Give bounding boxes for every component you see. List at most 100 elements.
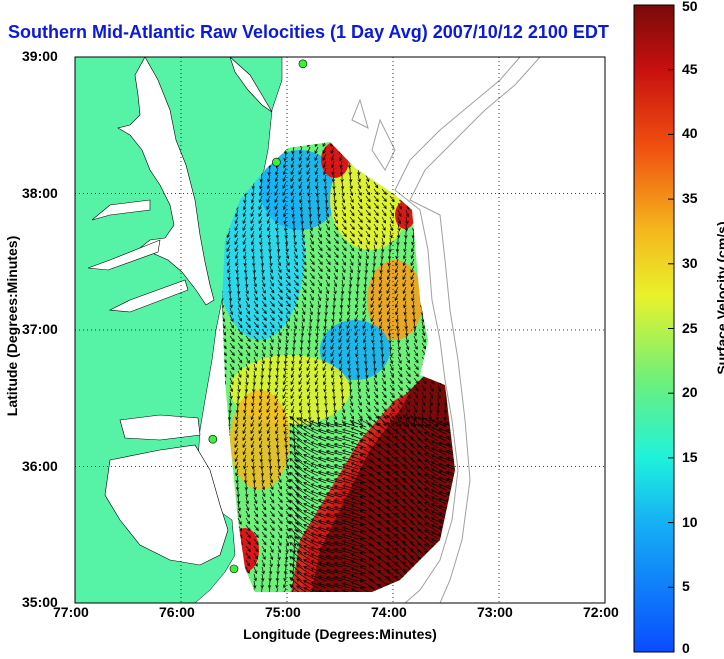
velocity-vector — [290, 384, 295, 393]
velocity-vector — [389, 146, 394, 155]
velocity-vector — [341, 237, 347, 245]
velocity-vector — [381, 188, 387, 196]
velocity-vector — [309, 307, 313, 316]
velocity-vector — [261, 538, 267, 546]
velocity-vector — [460, 189, 463, 196]
velocity-vector — [396, 230, 401, 239]
velocity-vector — [333, 498, 351, 505]
velocity-vector — [402, 519, 415, 533]
velocity-vector — [452, 384, 455, 393]
velocity-vector — [293, 328, 297, 337]
velocity-vector — [350, 462, 367, 470]
velocity-vector — [410, 258, 415, 267]
velocity-vector — [410, 569, 423, 582]
velocity-vector — [269, 538, 274, 546]
velocity-vector — [387, 251, 392, 260]
velocity-vector — [378, 307, 383, 316]
velocity-vector — [301, 272, 307, 280]
velocity-vector — [331, 377, 335, 386]
velocity-vector — [429, 146, 435, 154]
velocity-vector — [242, 447, 247, 456]
velocity-vector — [289, 521, 303, 533]
velocity-vector — [357, 398, 362, 406]
velocity-vector — [418, 279, 423, 288]
velocity-vector — [370, 321, 375, 330]
velocity-vector — [386, 414, 399, 428]
velocity-vector — [377, 492, 391, 505]
velocity-vector — [434, 265, 439, 274]
velocity-vector — [341, 412, 346, 420]
velocity-vector — [359, 468, 375, 477]
velocity-vector — [340, 286, 345, 295]
velocity-vector — [285, 265, 290, 273]
velocity-vector — [397, 216, 402, 225]
velocity-vector — [338, 142, 343, 148]
velocity-vector — [389, 384, 395, 392]
velocity-vector — [377, 464, 391, 477]
velocity-vector — [373, 391, 379, 399]
velocity-vector — [410, 265, 415, 274]
velocity-vector — [303, 517, 319, 526]
velocity-vector — [348, 279, 353, 288]
velocity-vector — [310, 525, 327, 533]
velocity-vector — [325, 499, 343, 505]
velocity-vector — [462, 322, 466, 327]
velocity-vector — [342, 561, 359, 568]
velocity-vector — [245, 349, 251, 357]
velocity-vector — [333, 195, 337, 204]
velocity-vector — [373, 384, 378, 392]
velocity-vector — [357, 265, 361, 274]
velocity-vector — [462, 280, 465, 287]
velocity-vector — [332, 188, 337, 197]
velocity-vector — [402, 449, 415, 463]
velocity-vector — [226, 433, 231, 442]
velocity-vector — [330, 363, 335, 372]
velocity-vector — [333, 568, 351, 575]
velocity-vector — [303, 440, 319, 449]
velocity-vector — [394, 272, 399, 281]
colorbar-tick-label: 0 — [682, 640, 690, 656]
velocity-vector — [222, 384, 226, 392]
velocity-vector — [322, 356, 327, 365]
velocity-vector — [325, 251, 331, 259]
colorbar-tick-label: 30 — [682, 254, 698, 271]
velocity-vector — [261, 524, 267, 532]
velocity-vector — [285, 524, 290, 532]
velocity-vector — [350, 532, 367, 540]
velocity-vector — [261, 279, 266, 288]
velocity-vector — [277, 461, 281, 470]
velocity-vector — [438, 574, 455, 582]
velocity-vector — [371, 335, 375, 344]
velocity-vector — [405, 405, 410, 413]
velocity-vector — [303, 489, 319, 498]
velocity-vector — [310, 427, 327, 435]
velocity-vector — [306, 146, 311, 155]
velocity-vector — [386, 456, 399, 470]
velocity-vector — [436, 398, 441, 407]
velocity-vector — [437, 181, 441, 190]
velocity-vector — [445, 554, 455, 561]
velocity-vector — [342, 421, 359, 428]
velocity-vector — [333, 230, 339, 238]
velocity-vector — [413, 391, 419, 399]
velocity-vector — [333, 526, 351, 533]
velocity-vector — [342, 435, 359, 442]
velocity-vector — [274, 195, 279, 204]
velocity-vector — [234, 454, 239, 463]
velocity-vector — [350, 504, 367, 512]
velocity-vector — [325, 209, 330, 218]
velocity-vector — [322, 146, 327, 155]
velocity-vector — [381, 195, 387, 203]
velocity-vector — [222, 587, 226, 592]
velocity-vector — [397, 209, 402, 218]
x-tick-label: 74:00 — [371, 604, 407, 620]
velocity-vector — [237, 307, 242, 315]
velocity-vector — [437, 174, 442, 183]
velocity-vector — [325, 244, 331, 252]
velocity-vector — [325, 443, 343, 449]
velocity-vector — [301, 237, 306, 246]
velocity-vector — [283, 223, 288, 232]
velocity-vector — [405, 188, 411, 196]
velocity-vector — [438, 462, 455, 470]
velocity-vector — [253, 349, 258, 357]
